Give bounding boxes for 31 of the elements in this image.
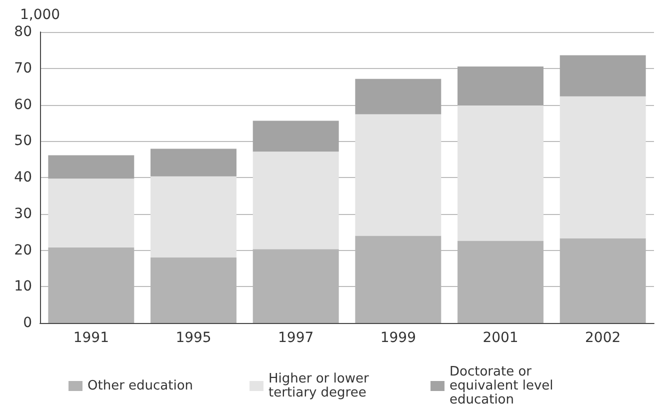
x-tick-label: 2002 [585,330,621,346]
bar [458,105,544,241]
x-tick-label: 1997 [278,330,314,346]
y-tick-label: 10 [14,278,32,295]
bar [355,114,442,236]
bar [560,55,646,96]
legend-label: Doctorate or equivalent level education [450,364,558,408]
bar [48,178,134,248]
y-axis-title: 1,000 [20,7,60,23]
bar [48,155,134,179]
bar [458,66,544,106]
y-tick-label: 0 [23,315,32,331]
bar [252,120,339,152]
x-tick-label: 2001 [482,330,518,346]
y-tick-label: 30 [14,206,32,222]
bar [252,152,339,250]
legend-label: Higher or lower tertiary degree [268,372,373,400]
y-tick-label: 80 [14,24,32,40]
y-tick-label: 50 [14,133,32,150]
y-tick-label: 60 [14,96,32,113]
x-tick-label: 1999 [380,330,416,346]
bar [560,96,646,238]
y-tick-label: 20 [14,242,32,258]
y-tick-label: 70 [14,60,32,76]
x-tick-label: 1995 [176,330,212,346]
legend-label: Other education [88,378,194,394]
bar [150,176,236,258]
bar [355,78,442,114]
y-tick-label: 40 [14,170,32,186]
x-tick-label: 1991 [73,330,109,346]
bar [150,148,236,176]
